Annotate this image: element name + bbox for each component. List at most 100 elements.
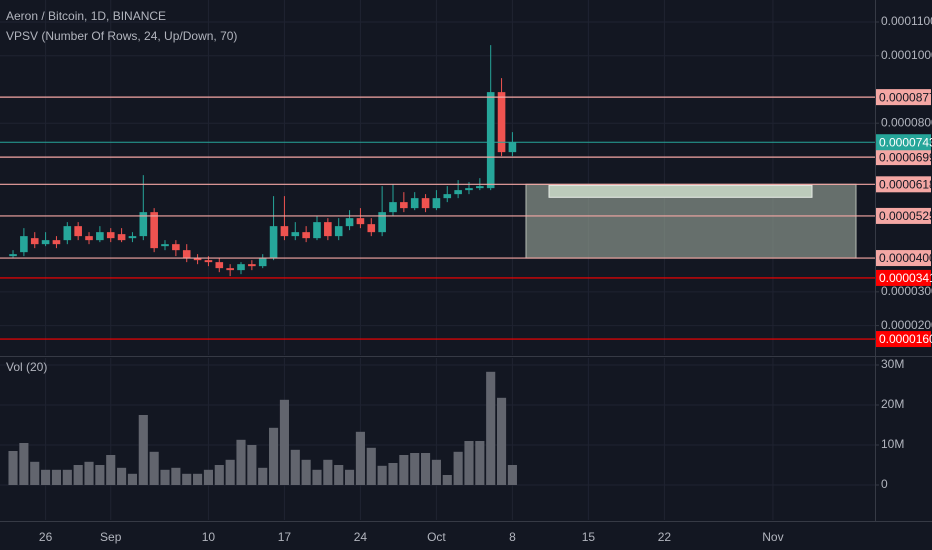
volume-bar [345,469,355,485]
candle-body [172,244,180,251]
volume-bar [431,459,441,485]
volume-bar [160,469,170,485]
y-tick-label: 30M [881,357,904,371]
level-label: 0.00004002 [879,251,932,265]
candle-body [193,258,202,261]
volume-bar [334,465,344,485]
level-label: 0.00006995 [879,150,932,164]
candle-body [106,232,115,239]
volume-bar [399,455,409,485]
volume-bar [106,455,116,485]
labels: 26 Sep 10 17 24 Oct 8 15 22 Nov 0.00011000 0.000100… [39,14,932,544]
candle-body [63,226,72,241]
volume-bar [301,459,311,485]
level-label: 0.00003413 [879,271,932,285]
volume-bar [236,439,246,485]
volume-bar [19,443,29,485]
level-label: 0.00005251 [879,209,932,223]
candle-body [334,226,343,237]
candle-body [291,232,300,237]
volume-bar [225,459,235,485]
volume-bar [410,453,420,485]
level-label-box [876,207,931,224]
volume-bar [507,465,517,485]
candle-body [378,212,386,233]
volume-bar [8,451,18,485]
volume-bar [117,467,127,485]
level-label: 0.00008773 [879,90,932,104]
y-tick-label: 10M [881,437,904,451]
x-tick-label: Oct [427,530,446,544]
volume-bar [269,427,279,485]
candle-body [410,198,419,209]
candle-body [280,226,289,237]
level-label-box [876,269,931,286]
candle-body [443,194,452,199]
volume-bar [388,463,398,485]
level-label: 0.00001601 [879,332,932,346]
volume-bar [51,469,62,485]
x-tick-label: 8 [509,530,516,544]
level-label-box [876,250,931,267]
volume-bar [203,469,213,485]
candle-body [41,240,50,245]
candle-body [313,222,321,239]
candle-body [9,254,17,257]
zone-inner-box [548,184,813,198]
candle-body [74,226,82,237]
volume-bar [214,465,224,485]
y-tick-label: 20M [881,397,904,411]
candle-body [215,262,224,269]
volume-bar [420,453,431,485]
candle-body [20,236,28,253]
candle-body [476,186,484,189]
volume-bar [377,465,387,485]
volume-bar [247,445,257,485]
current-price-box [876,134,931,151]
volume-bar [355,431,365,485]
candle-body [400,202,408,209]
volume-bar [279,399,289,485]
candle-body [324,222,332,237]
volume-bar [258,467,268,485]
volume-bar [475,441,485,485]
candle-body [248,264,256,267]
y-tick-label: 0 [881,477,888,491]
y-tick-label: 0.00010000 [881,48,932,62]
y-tick-label: 0.00008000 [881,115,932,129]
x-tick-label: 15 [582,530,596,544]
candle-body [367,224,376,233]
volume-bar [193,473,203,485]
candle-body [117,234,126,241]
current-price-label: 0.00007436 [879,135,932,149]
volume-bar [138,415,148,485]
candle-body [139,212,148,237]
candle-body [465,188,473,191]
symbol-title: Aeron / Bitcoin, 1D, BINANCE [6,9,166,23]
volume-bar [41,469,51,485]
volume-bar [182,473,192,485]
level-label-box [876,176,931,193]
candle-body [128,236,137,239]
candle-body [345,218,354,227]
y-tick-label: 0.00002000 [881,318,932,332]
candle-body [150,212,158,249]
candle-body [226,268,234,271]
x-tick-label: Nov [762,530,783,544]
x-tick-label: Sep [100,530,122,544]
volume-bar [171,467,181,485]
candle-body [497,92,506,153]
candle-body [85,236,93,241]
candle-body [204,260,213,263]
level-label-box [876,89,931,106]
volume-bar [496,397,507,485]
volume-bar [73,465,83,485]
candle-body [161,244,169,247]
candle-body [454,190,462,195]
candle-body [421,198,430,209]
volume-bar [62,469,72,485]
volume-bar [366,447,376,485]
candle-body [182,250,191,259]
candle-body [302,232,310,239]
